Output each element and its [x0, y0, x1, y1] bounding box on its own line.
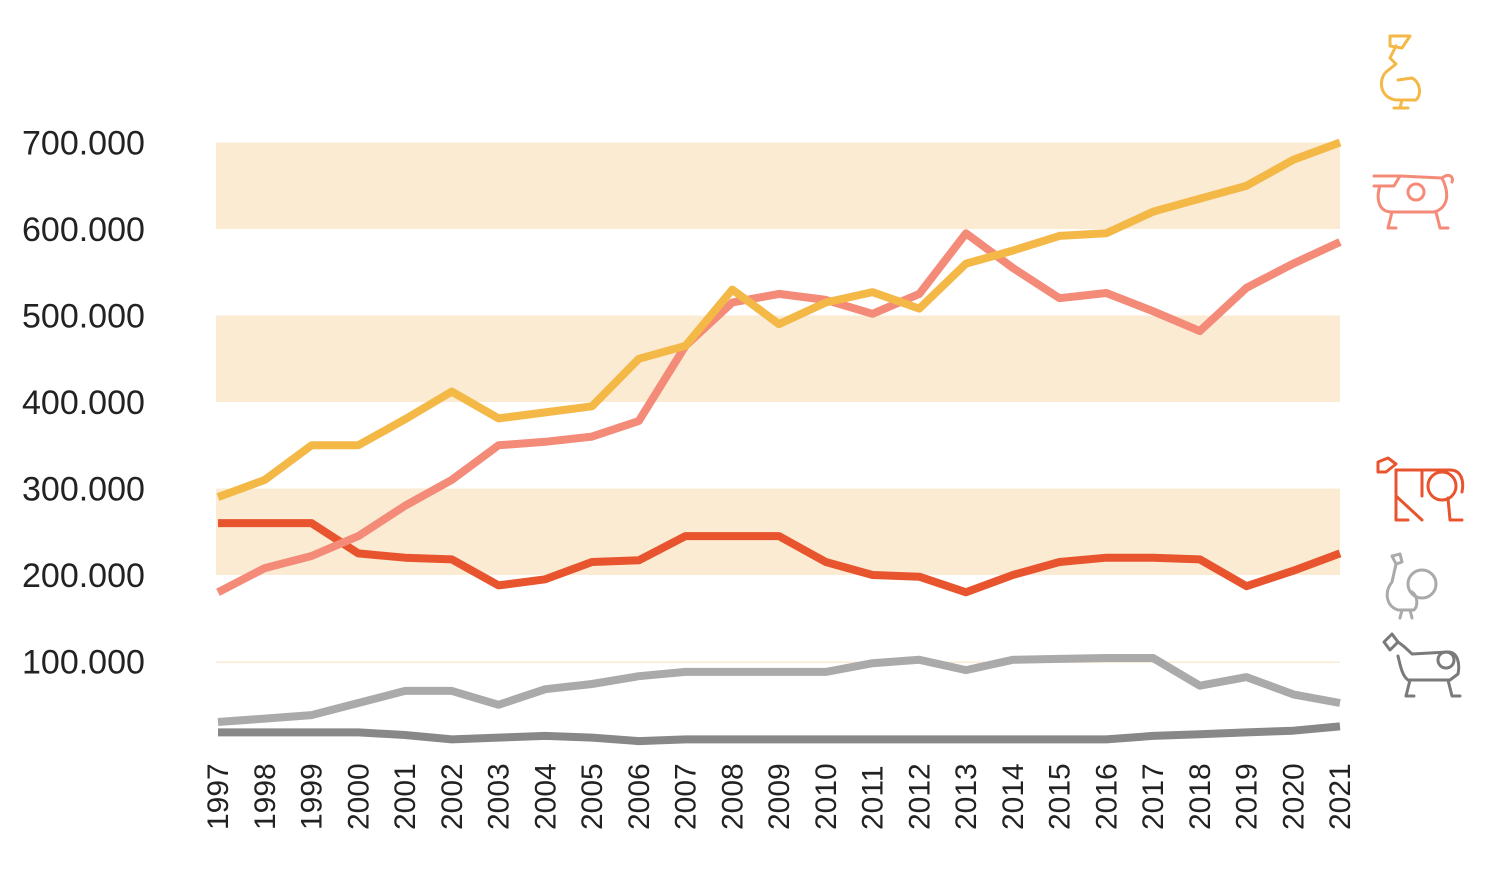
series-line-cow [218, 519, 1342, 597]
y-tick-label: 100.000 [22, 644, 145, 682]
x-tick-label: 2004 [529, 763, 562, 830]
band-0 [216, 661, 1340, 663]
x-tick-label: 2017 [1137, 763, 1170, 830]
x-tick-label: 2005 [576, 763, 609, 830]
x-tick-label: 2000 [342, 763, 375, 830]
y-tick-label: 400.000 [22, 384, 145, 422]
pig-icon [1372, 174, 1454, 230]
x-tick-label: 2009 [763, 763, 796, 830]
x-tick-label: 2007 [670, 763, 703, 830]
x-tick-label: 1999 [296, 763, 329, 830]
band-2 [216, 315, 1340, 402]
y-tick-label: 600.000 [22, 211, 145, 249]
sheep-icon [1382, 632, 1462, 698]
y-tick-label: 300.000 [22, 471, 145, 509]
x-tick-label: 2014 [997, 763, 1030, 830]
x-tick-label: 2008 [716, 763, 749, 830]
x-tick-label: 2020 [1277, 763, 1310, 830]
y-tick-label: 700.000 [22, 125, 145, 163]
y-axis-tick-labels: 100.000 200.000 300.000 400.000 500.000 600.0… [22, 125, 145, 682]
x-tick-label: 2015 [1044, 763, 1077, 830]
x-tick-label: 2013 [950, 763, 983, 830]
x-tick-label: 2012 [903, 763, 936, 830]
x-tick-label: 2019 [1231, 763, 1264, 830]
series-line-chicken [216, 138, 1342, 501]
x-tick-label: 2011 [857, 765, 890, 830]
x-tick-label: 2018 [1184, 763, 1217, 830]
y-tick-label: 500.000 [22, 298, 145, 336]
background-bands [216, 142, 1340, 663]
chicken-icon [1379, 34, 1421, 110]
x-axis-tick-labels: 1997 1998 1999 2000 2001 2002 2003 2004 2005 2006… [202, 763, 1357, 830]
band-3 [216, 142, 1340, 229]
x-tick-label: 2010 [810, 763, 843, 830]
x-tick-label: 2002 [436, 763, 469, 830]
series-line-turkey [217, 654, 1341, 726]
cow-icon [1376, 456, 1465, 522]
x-tick-label: 1997 [202, 763, 235, 830]
x-tick-label: 1998 [249, 763, 282, 830]
x-tick-label: 2016 [1090, 763, 1123, 830]
x-tick-label: 2001 [389, 763, 422, 830]
series-line-pig [216, 229, 1342, 596]
series-lines [216, 138, 1342, 746]
y-tick-label: 200.000 [22, 557, 145, 595]
x-tick-label: 2021 [1324, 763, 1357, 830]
turkey-icon [1385, 552, 1438, 620]
series-line-sheep [218, 722, 1341, 746]
x-tick-label: 2006 [623, 763, 656, 830]
x-tick-label: 2003 [483, 763, 516, 830]
